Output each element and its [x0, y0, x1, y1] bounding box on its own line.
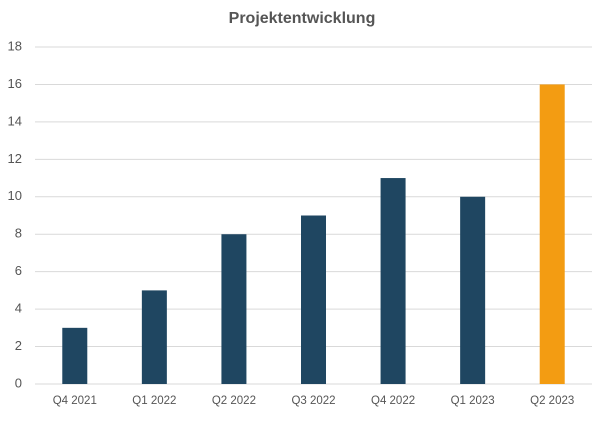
y-tick-label: 10	[8, 188, 22, 203]
bar	[141, 290, 167, 384]
bar	[380, 178, 406, 384]
y-tick-label: 6	[15, 263, 22, 278]
y-tick-label: 0	[15, 375, 22, 390]
x-tick-label: Q1 2022	[132, 395, 176, 407]
x-tick-label: Q2 2023	[530, 395, 574, 407]
bar	[539, 84, 565, 384]
y-tick-label: 18	[8, 38, 22, 53]
y-tick-label: 12	[8, 151, 22, 166]
y-tick-label: 2	[15, 338, 22, 353]
bar	[301, 215, 326, 384]
bar	[62, 327, 88, 384]
x-tick-label: Q4 2022	[371, 395, 415, 407]
bar	[221, 234, 247, 384]
y-tick-label: 8	[15, 226, 22, 241]
bar	[460, 196, 486, 384]
x-tick-label: Q3 2022	[291, 395, 335, 407]
y-tick-label: 16	[8, 76, 22, 91]
x-tick-label: Q4 2021	[53, 395, 97, 407]
y-tick-label: 14	[8, 113, 22, 128]
y-tick-label: 4	[15, 301, 22, 316]
chart-title: Projektentwicklung	[229, 10, 376, 27]
x-tick-label: Q1 2023	[451, 395, 495, 407]
x-tick-label: Q2 2022	[212, 395, 256, 407]
